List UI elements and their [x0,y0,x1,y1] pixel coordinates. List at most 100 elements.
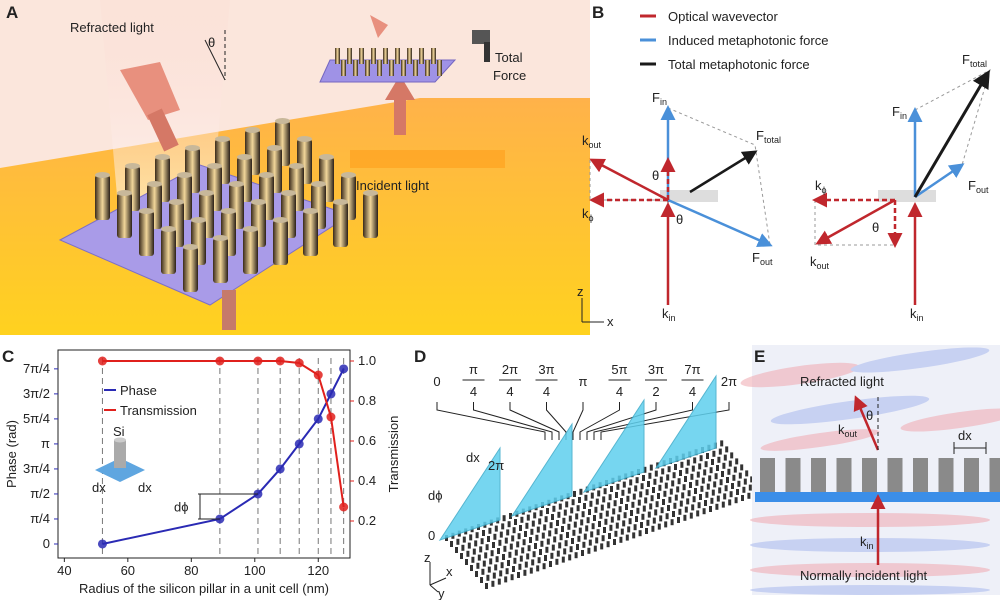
pillar [681,492,685,499]
pillar [570,507,574,514]
pillar [431,48,436,64]
pillar [989,458,1000,493]
pillar [529,567,533,574]
pillar [607,502,611,509]
connector [546,402,567,440]
pillar [507,560,510,566]
pillar [576,544,579,550]
data-point [313,370,323,380]
pillar [676,486,680,493]
pillar [678,508,682,515]
pillar [482,560,486,567]
pillar [760,458,775,493]
pillar [476,562,480,569]
pillar [475,571,478,577]
pillar-top [245,127,260,133]
pillar [745,470,749,477]
legend-label: Phase [120,383,157,398]
pillar [702,508,706,515]
pillar-top [297,136,312,142]
pillar [633,524,637,531]
pillar [728,460,732,467]
pillar [666,474,670,481]
pillar-top [147,181,162,187]
axis-label: y [438,586,445,600]
label-sub: out [589,140,602,150]
pillar [620,498,623,504]
axis-label: x [607,314,614,329]
pillar [625,534,629,541]
label: Refracted light [70,20,154,35]
pillar-top [199,190,214,196]
pillar [679,470,682,476]
pillar [701,477,705,484]
pillar [540,540,544,547]
data-point [326,412,336,422]
pillar [561,526,564,532]
pillar [504,576,508,583]
pillar [615,492,618,498]
pillar [243,229,258,274]
y-tick-label: π/4 [30,511,50,526]
pillar [741,495,744,501]
pillar [542,563,546,570]
pillar [502,554,505,560]
pillar [524,531,527,537]
pillar [630,510,633,516]
pillar [512,527,516,534]
pillar [913,458,928,493]
pillar [836,458,852,493]
inset-pillar-top [114,437,126,443]
pillar [657,493,660,499]
label-sub: in [900,111,907,121]
pillar [652,517,656,524]
panel-d: D 0 π 4 2π 4 3π 4 π 5π 4 3π 2 7π 4 2π dx 2π dϕ 0 zxy [414,347,764,600]
label-base: F [892,104,900,119]
pillar [706,453,709,459]
pillars [335,48,442,76]
pillar [647,481,650,487]
pillar [593,545,597,552]
pillar [501,523,505,530]
pillar [539,549,542,555]
pillar [717,456,721,463]
axis-label: x [446,564,453,579]
pillar [571,499,575,506]
pillar [649,503,653,510]
label: dϕ [428,488,443,503]
pillar [613,539,616,545]
pillar [491,580,495,587]
data-point [253,356,263,366]
label-base: F [968,178,976,193]
pillar [475,532,479,539]
y-tick-label: 5π/4 [23,411,50,426]
pillar-top [303,208,318,214]
pillar [683,514,687,521]
x-tick-label: 40 [57,563,71,578]
pillar [577,535,581,542]
pillar [723,493,727,500]
pillar [664,521,668,528]
pillar [487,536,490,542]
label-base: k [815,178,822,193]
pillar [712,450,716,457]
label: Refracted light [800,374,884,389]
pillar [713,481,717,488]
inset-base [95,458,145,482]
pillar [335,48,340,64]
pillar [654,509,658,516]
pillar [600,543,604,550]
label-base: k [582,206,589,221]
y2-tick-label: 0.6 [358,433,376,448]
pillar [555,558,559,565]
pillar [486,574,490,581]
pillar [273,220,288,265]
pillar [724,485,728,492]
pillar [518,563,522,570]
pillar [692,496,696,503]
pillar [494,564,498,571]
pillar [605,510,609,517]
pillar [536,526,540,533]
label: 2π [488,458,504,473]
